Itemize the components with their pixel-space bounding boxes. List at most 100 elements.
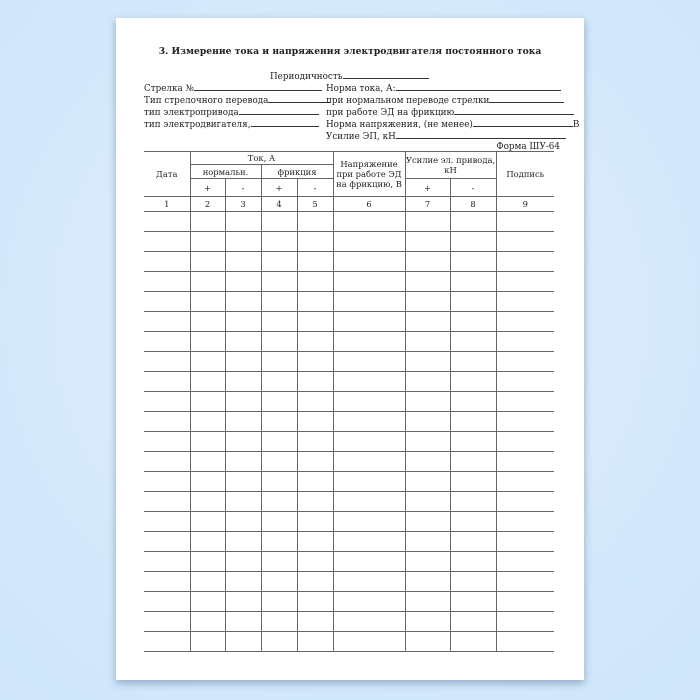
table-cell[interactable] [404,251,451,272]
table-cell[interactable] [332,631,406,652]
table-cell[interactable] [404,391,451,412]
table-cell[interactable] [296,611,334,632]
table-cell[interactable] [449,571,497,592]
table-cell[interactable] [495,551,555,572]
table-cell[interactable] [404,551,451,572]
table-cell[interactable] [144,271,191,292]
table-cell[interactable] [404,591,451,612]
table-cell[interactable] [296,551,334,572]
table-cell[interactable] [189,491,226,512]
table-cell[interactable] [224,251,262,272]
table-cell[interactable] [144,531,191,552]
table-cell[interactable] [189,571,226,592]
table-cell[interactable] [495,631,555,652]
table-cell[interactable] [260,571,298,592]
table-cell[interactable] [296,471,334,492]
table-cell[interactable] [144,431,191,452]
table-cell[interactable] [260,471,298,492]
table-cell[interactable] [144,391,191,412]
table-cell[interactable] [404,231,451,252]
table-cell[interactable] [332,591,406,612]
table-cell[interactable] [189,371,226,392]
normal-switching-field[interactable]: при нормальном переводе стрелки [326,94,565,106]
table-cell[interactable] [189,611,226,632]
table-cell[interactable] [224,311,262,332]
table-cell[interactable] [404,471,451,492]
table-cell[interactable] [449,351,497,372]
table-cell[interactable] [296,631,334,652]
table-cell[interactable] [449,451,497,472]
table-cell[interactable] [449,551,497,572]
table-cell[interactable] [189,591,226,612]
table-cell[interactable] [260,211,298,232]
table-cell[interactable] [296,591,334,612]
table-cell[interactable] [224,371,262,392]
table-cell[interactable] [495,471,555,492]
table-cell[interactable] [296,431,334,452]
table-cell[interactable] [404,331,451,352]
table-cell[interactable] [449,251,497,272]
table-cell[interactable] [404,211,451,232]
table-cell[interactable] [495,251,555,272]
table-cell[interactable] [296,491,334,512]
table-cell[interactable] [144,411,191,432]
table-cell[interactable] [189,631,226,652]
table-cell[interactable] [296,211,334,232]
table-cell[interactable] [332,411,406,432]
table-cell[interactable] [449,311,497,332]
table-cell[interactable] [144,571,191,592]
table-cell[interactable] [449,491,497,512]
table-cell[interactable] [332,391,406,412]
table-cell[interactable] [449,391,497,412]
table-cell[interactable] [144,631,191,652]
table-cell[interactable] [144,371,191,392]
voltage-norm-field[interactable]: Норма напряжения, (не менее) В [326,120,580,130]
table-cell[interactable] [260,431,298,452]
table-cell[interactable] [144,591,191,612]
table-cell[interactable] [189,451,226,472]
table-cell[interactable] [260,411,298,432]
table-cell[interactable] [449,611,497,632]
table-cell[interactable] [296,411,334,432]
table-cell[interactable] [296,271,334,292]
current-norm-field[interactable]: Норма тока, А: [326,82,561,94]
table-cell[interactable] [144,511,191,532]
table-cell[interactable] [495,311,555,332]
table-cell[interactable] [449,291,497,312]
table-cell[interactable] [224,231,262,252]
table-cell[interactable] [404,271,451,292]
table-cell[interactable] [449,411,497,432]
table-cell[interactable] [332,571,406,592]
table-cell[interactable] [449,471,497,492]
table-cell[interactable] [224,471,262,492]
table-cell[interactable] [296,251,334,272]
table-cell[interactable] [224,411,262,432]
table-cell[interactable] [260,371,298,392]
table-cell[interactable] [296,511,334,532]
table-cell[interactable] [404,291,451,312]
table-cell[interactable] [224,531,262,552]
table-cell[interactable] [189,251,226,272]
table-cell[interactable] [296,391,334,412]
table-cell[interactable] [224,611,262,632]
table-cell[interactable] [144,291,191,312]
table-cell[interactable] [332,271,406,292]
table-cell[interactable] [495,231,555,252]
table-cell[interactable] [296,571,334,592]
table-cell[interactable] [144,471,191,492]
table-cell[interactable] [144,351,191,372]
table-cell[interactable] [449,631,497,652]
table-cell[interactable] [449,231,497,252]
table-cell[interactable] [449,371,497,392]
table-cell[interactable] [224,391,262,412]
table-cell[interactable] [495,451,555,472]
table-cell[interactable] [495,331,555,352]
table-cell[interactable] [260,291,298,312]
table-cell[interactable] [332,551,406,572]
table-cell[interactable] [495,611,555,632]
table-cell[interactable] [495,211,555,232]
table-cell[interactable] [404,371,451,392]
table-cell[interactable] [260,491,298,512]
table-cell[interactable] [332,331,406,352]
table-cell[interactable] [260,591,298,612]
